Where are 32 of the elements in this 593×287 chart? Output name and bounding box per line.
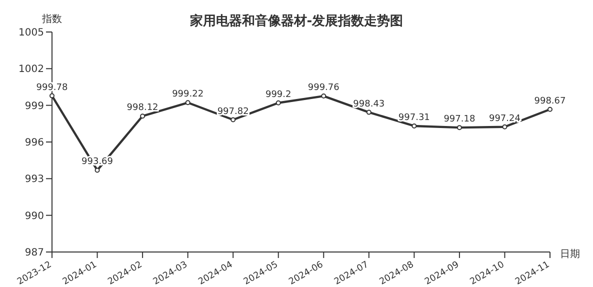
data-label: 997.18	[444, 114, 476, 125]
point	[412, 123, 417, 128]
x-axis-title: 日期	[560, 248, 580, 261]
y-tick-label: 1002	[18, 64, 44, 76]
point	[456, 125, 462, 130]
y-tick-label: 987	[24, 248, 44, 259]
data-label: 999.22	[172, 90, 204, 100]
y-axis-title: 指数	[42, 12, 62, 26]
point	[230, 117, 236, 122]
point	[502, 124, 508, 130]
chart-title: 家用电器和音像器材-发展指数走势图	[190, 14, 404, 29]
data-label: 998.67	[534, 96, 566, 106]
point	[321, 94, 326, 99]
data-label: 999.76	[308, 83, 340, 94]
data-label: 997.82	[217, 106, 249, 117]
y-tick-label: 993	[24, 174, 44, 186]
y-tick-label: 1005	[18, 28, 44, 39]
data-label: 997.31	[398, 112, 430, 123]
data-label: 997.24	[488, 114, 521, 124]
y-tick-label: 999	[24, 100, 44, 112]
data-label: 998.12	[126, 103, 158, 114]
point	[366, 110, 372, 115]
data-label: 998.43	[353, 99, 385, 110]
y-tick-label: 996	[24, 138, 44, 149]
y-tick-label: 990	[24, 210, 44, 222]
point	[140, 114, 146, 119]
point	[185, 100, 190, 106]
data-label: 999.2	[265, 90, 292, 100]
point	[548, 106, 552, 112]
point	[276, 100, 281, 106]
point	[94, 168, 100, 173]
point	[50, 93, 54, 98]
